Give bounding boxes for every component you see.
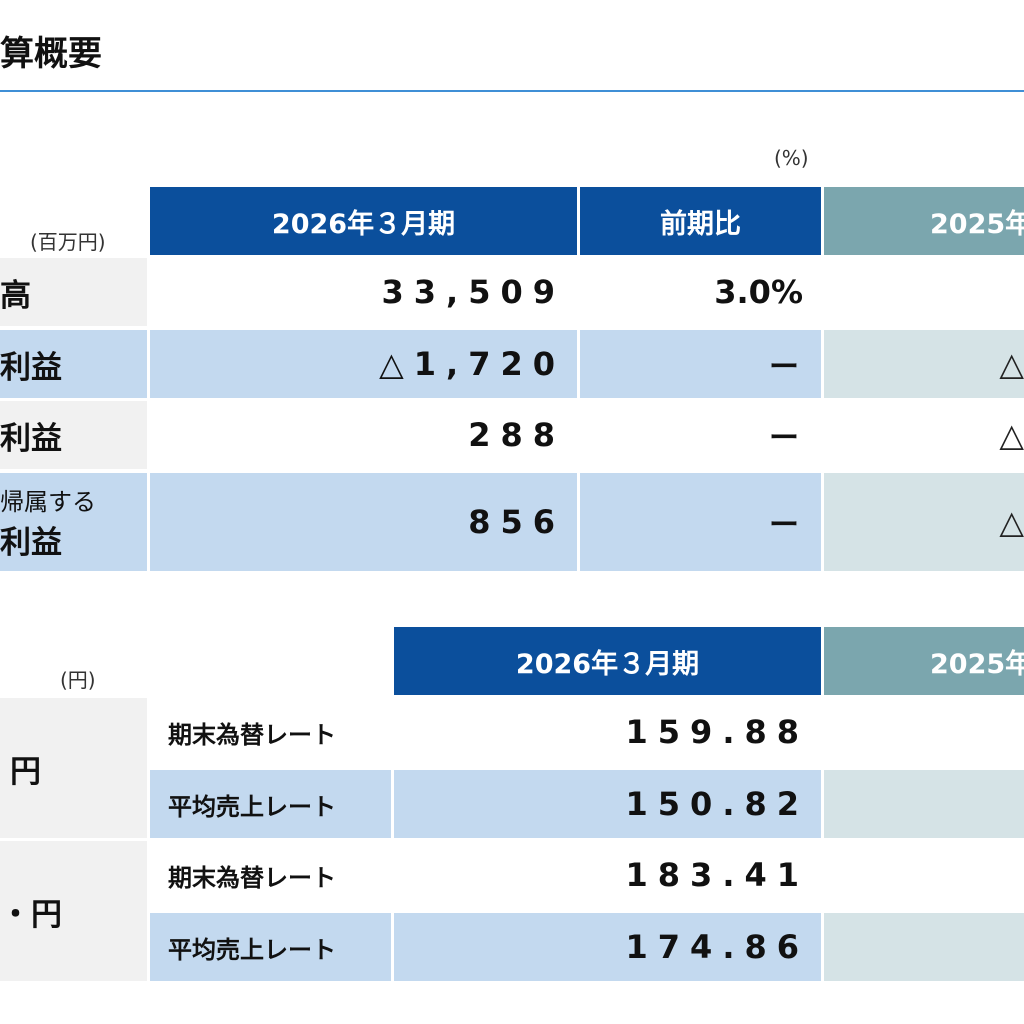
value-2025-operating-profit: △: [824, 330, 1024, 398]
header-2026-period: 2026年３月期: [150, 187, 577, 255]
fx-header-2026-period: 2026年３月期: [394, 627, 821, 695]
row-label-ordinary-profit: 利益: [0, 401, 147, 469]
page-title: 算概要: [0, 34, 102, 74]
fx-label-period-end: 期末為替レート: [150, 841, 391, 909]
header-yoy: 前期比: [580, 187, 821, 255]
yen-unit-label: (円): [60, 668, 96, 692]
fx-prev-eur-period-end: [824, 841, 1024, 909]
row-label-net-sales: 高: [0, 258, 147, 326]
title-divider: [0, 90, 1024, 92]
fx-prev-usd-average: [824, 770, 1024, 838]
fx-label-average: 平均売上レート: [150, 913, 391, 981]
yoy-net-profit: ー: [580, 473, 821, 571]
fx-prev-usd-period-end: [824, 698, 1024, 766]
million-yen-unit-label: (百万円): [30, 230, 106, 254]
row-label-net-profit-line2: 利益: [0, 525, 62, 561]
yoy-net-sales: 3.0%: [580, 258, 821, 326]
row-label-net-profit-line1: 帰属する: [0, 488, 96, 516]
fx-label-period-end: 期末為替レート: [150, 698, 391, 766]
currency-usd-jpy: 円: [0, 698, 147, 838]
row-label-operating-profit: 利益: [0, 330, 147, 398]
value-2026-net-profit: 856: [150, 473, 577, 571]
value-2025-net-profit: △: [824, 473, 1024, 571]
fx-header-2025-period: 2025年: [824, 627, 1024, 695]
header-2025-period: 2025年: [824, 187, 1024, 255]
row-label-net-profit: 帰属する 利益: [0, 473, 147, 571]
value-2026-ordinary-profit: 288: [150, 401, 577, 469]
fx-label-average: 平均売上レート: [150, 770, 391, 838]
value-2025-ordinary-profit: △: [824, 401, 1024, 469]
percent-unit-label: (%): [774, 146, 809, 170]
fx-value-usd-period-end: 159.88: [394, 698, 821, 766]
yoy-ordinary-profit: ー: [580, 401, 821, 469]
value-2025-net-sales: [824, 258, 1024, 326]
currency-eur-jpy: ・円: [0, 841, 147, 981]
fx-prev-eur-average: [824, 913, 1024, 981]
value-2026-net-sales: 33,509: [150, 258, 577, 326]
value-2026-operating-profit: △1,720: [150, 330, 577, 398]
fx-value-eur-average: 174.86: [394, 913, 821, 981]
fx-value-usd-average: 150.82: [394, 770, 821, 838]
yoy-operating-profit: ー: [580, 330, 821, 398]
fx-value-eur-period-end: 183.41: [394, 841, 821, 909]
